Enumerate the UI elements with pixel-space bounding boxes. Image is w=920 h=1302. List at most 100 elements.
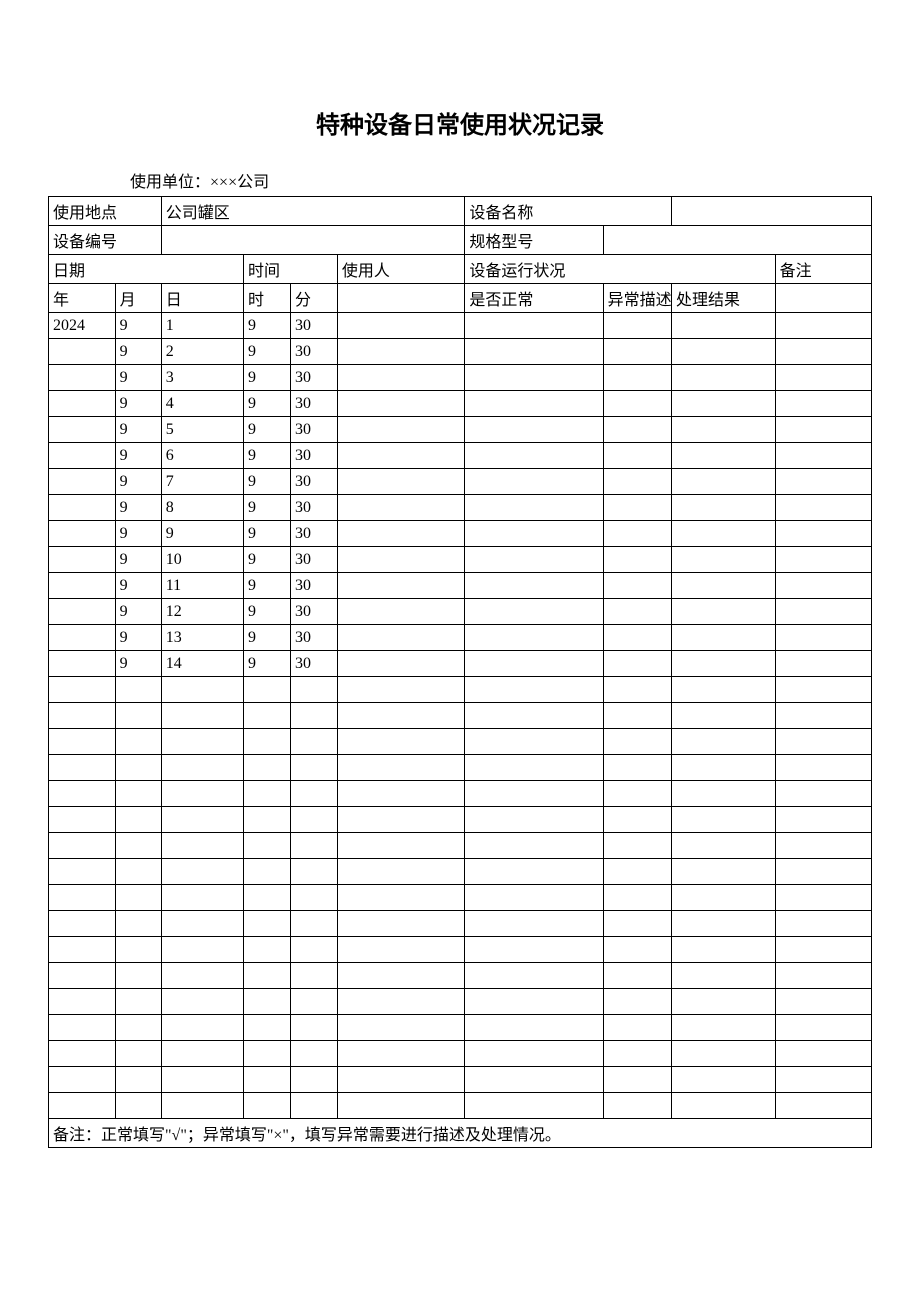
cell-day [161, 729, 243, 755]
cell-user [337, 937, 465, 963]
cell-hour: 9 [244, 443, 291, 469]
device-name-value [671, 197, 871, 226]
cell-normal [465, 989, 603, 1015]
cell-normal [465, 937, 603, 963]
cell-desc [603, 521, 671, 547]
cell-user [337, 677, 465, 703]
cell-minute: 30 [290, 365, 337, 391]
cell-remark [775, 313, 871, 339]
cell-result [671, 1041, 775, 1067]
cell-hour: 9 [244, 521, 291, 547]
cell-desc [603, 495, 671, 521]
cell-year [49, 859, 116, 885]
cell-minute [290, 677, 337, 703]
cell-result [671, 859, 775, 885]
table-row: 911930 [49, 573, 872, 599]
table-row [49, 755, 872, 781]
cell-remark [775, 573, 871, 599]
cell-month [115, 963, 161, 989]
cell-year [49, 885, 116, 911]
cell-result [671, 365, 775, 391]
cell-minute [290, 1093, 337, 1119]
unit-value: ×××公司 [210, 174, 269, 191]
cell-desc [603, 885, 671, 911]
cell-year [49, 963, 116, 989]
cell-minute: 30 [290, 495, 337, 521]
cell-year [49, 807, 116, 833]
cell-remark [775, 651, 871, 677]
cell-minute [290, 989, 337, 1015]
header-row-2: 设备编号 规格型号 [49, 226, 872, 255]
cell-user [337, 547, 465, 573]
cell-normal [465, 625, 603, 651]
cell-normal [465, 547, 603, 573]
cell-result [671, 469, 775, 495]
cell-desc [603, 469, 671, 495]
cell-user [337, 1067, 465, 1093]
cell-normal [465, 833, 603, 859]
cell-year [49, 651, 116, 677]
cell-desc [603, 937, 671, 963]
cell-year [49, 547, 116, 573]
table-row [49, 989, 872, 1015]
cell-hour [244, 963, 291, 989]
cell-year [49, 1067, 116, 1093]
cell-month [115, 755, 161, 781]
cell-normal [465, 469, 603, 495]
spec-label: 规格型号 [465, 226, 603, 255]
cell-minute: 30 [290, 339, 337, 365]
cell-day: 1 [161, 313, 243, 339]
cell-day: 6 [161, 443, 243, 469]
col-remark-sub [775, 284, 871, 313]
cell-hour [244, 937, 291, 963]
cell-month [115, 729, 161, 755]
cell-day: 2 [161, 339, 243, 365]
cell-desc [603, 625, 671, 651]
cell-day [161, 833, 243, 859]
cell-normal [465, 729, 603, 755]
col-month: 月 [115, 284, 161, 313]
cell-day: 7 [161, 469, 243, 495]
cell-desc [603, 703, 671, 729]
cell-normal [465, 1041, 603, 1067]
table-row: 99930 [49, 521, 872, 547]
cell-month [115, 937, 161, 963]
cell-minute: 30 [290, 625, 337, 651]
cell-normal [465, 573, 603, 599]
col-abnormal-desc: 异常描述 [603, 284, 671, 313]
cell-remark [775, 495, 871, 521]
table-row [49, 677, 872, 703]
cell-normal [465, 443, 603, 469]
cell-normal [465, 703, 603, 729]
cell-minute [290, 833, 337, 859]
cell-user [337, 703, 465, 729]
cell-month [115, 1041, 161, 1067]
cell-day: 10 [161, 547, 243, 573]
cell-day [161, 1015, 243, 1041]
cell-normal [465, 807, 603, 833]
note-text: 备注：正常填写"√"；异常填写"×"，填写异常需要进行描述及处理情况。 [49, 1119, 872, 1148]
cell-hour: 9 [244, 547, 291, 573]
cell-month: 9 [115, 443, 161, 469]
col-result: 处理结果 [671, 284, 775, 313]
cell-user [337, 443, 465, 469]
cell-user [337, 521, 465, 547]
cell-year [49, 1093, 116, 1119]
cell-user [337, 859, 465, 885]
cell-normal [465, 313, 603, 339]
cell-normal [465, 521, 603, 547]
cell-day: 5 [161, 417, 243, 443]
cell-day: 9 [161, 521, 243, 547]
cell-year [49, 729, 116, 755]
cell-hour [244, 1041, 291, 1067]
cell-day [161, 911, 243, 937]
cell-minute [290, 911, 337, 937]
table-row [49, 807, 872, 833]
cell-minute: 30 [290, 547, 337, 573]
cell-normal [465, 781, 603, 807]
cell-hour: 9 [244, 469, 291, 495]
cell-year [49, 911, 116, 937]
cell-year [49, 833, 116, 859]
cell-result [671, 1067, 775, 1093]
cell-desc [603, 599, 671, 625]
